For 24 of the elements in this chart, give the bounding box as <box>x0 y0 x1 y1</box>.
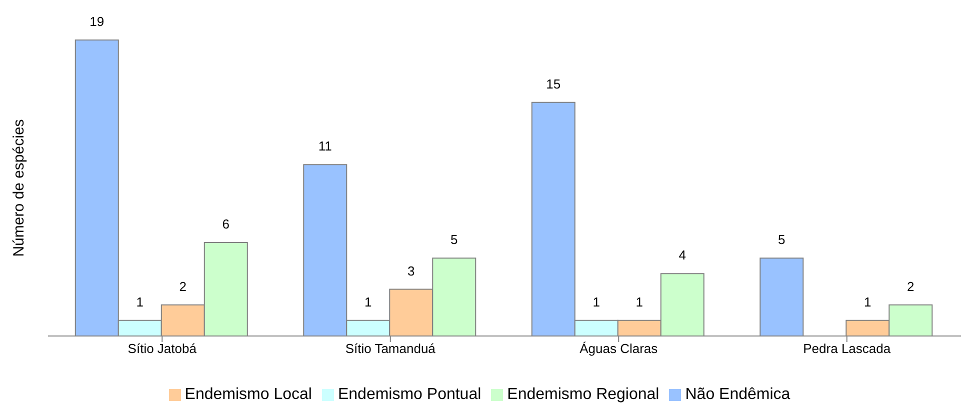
data-label: 3 <box>408 263 415 278</box>
data-label: 15 <box>546 76 561 92</box>
x-tick-label: Pedra Lascada <box>803 341 892 356</box>
data-label: 2 <box>179 278 187 294</box>
data-label: 11 <box>318 138 332 154</box>
legend-label: Não Endêmica <box>685 386 790 403</box>
data-label: 1 <box>136 294 144 310</box>
legend-label: Endemismo Pontual <box>338 386 482 403</box>
data-label: 19 <box>90 14 104 29</box>
data-label: 2 <box>907 278 914 294</box>
data-label: 4 <box>678 248 686 263</box>
legend-label: Endemismo Regional <box>507 386 660 403</box>
x-tick-label: Sítio Jatobá <box>128 341 198 356</box>
x-tick-label: Águas Claras <box>580 341 658 356</box>
data-label: 1 <box>592 294 600 310</box>
data-label: 1 <box>364 294 372 310</box>
data-label: 1 <box>636 294 644 310</box>
y-axis-title: Número de espécies <box>10 119 28 257</box>
data-label: 1 <box>864 294 872 310</box>
x-tick-label: Sítio Tamanduá <box>345 341 436 356</box>
legend-label: Endemismo Local <box>184 386 312 403</box>
data-label: 5 <box>450 232 458 248</box>
data-label: 6 <box>222 216 230 232</box>
data-label: 5 <box>778 232 786 248</box>
